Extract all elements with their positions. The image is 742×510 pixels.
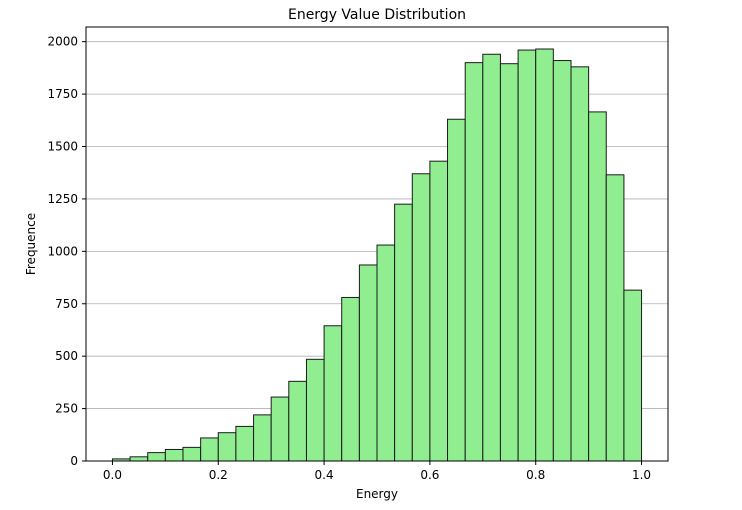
histogram-bar-21	[482, 53, 501, 462]
histogram-bar-23	[517, 49, 537, 462]
y-tick-label-2: 500	[55, 349, 78, 363]
histogram-bar-27	[588, 111, 607, 462]
histogram-bar-6	[217, 432, 237, 462]
histogram-bar-20	[464, 62, 484, 462]
y-tick-label-5: 1250	[47, 192, 78, 206]
histogram-bar-13	[341, 296, 360, 462]
histogram-bar-1	[129, 456, 149, 462]
histogram-bar-19	[447, 118, 466, 462]
histogram-bar-16	[394, 203, 413, 462]
histogram-bar-4	[182, 446, 202, 462]
y-tick-label-6: 1500	[47, 140, 78, 154]
histogram-bar-29	[623, 289, 643, 462]
y-axis-label: Frequence	[24, 213, 38, 275]
x-tick-label-5: 1.0	[632, 468, 651, 482]
histogram-bar-7	[235, 425, 255, 462]
histogram-bar-2	[147, 452, 166, 462]
histogram-bar-12	[323, 325, 343, 462]
x-tick-label-0: 0.0	[103, 468, 122, 482]
x-tick-label-2: 0.4	[315, 468, 334, 482]
histogram-bar-15	[376, 244, 396, 462]
x-axis-label: Energy	[356, 487, 398, 501]
y-tick-label-3: 750	[55, 297, 78, 311]
histogram-bar-17	[411, 173, 431, 462]
histogram-bar-9	[270, 396, 290, 462]
y-tick-label-1: 250	[55, 402, 78, 416]
y-tick-label-8: 2000	[47, 35, 78, 49]
histogram-bar-26	[570, 66, 590, 462]
histogram-bar-25	[552, 60, 572, 462]
x-tick-label-3: 0.6	[420, 468, 439, 482]
y-tick-label-4: 1000	[47, 244, 78, 258]
histogram-bar-22	[499, 63, 519, 462]
histogram-bars	[111, 48, 643, 462]
x-tick-label-4: 0.8	[526, 468, 545, 482]
histogram-bar-5	[200, 437, 219, 462]
histogram-bar-10	[288, 380, 307, 462]
x-tick-label-1: 0.2	[209, 468, 228, 482]
histogram-bar-14	[358, 264, 378, 462]
axis-ticks: 0.0 0.2 0.4 0.6 0.8 1.0 0 250 500 750 1000 1250 1500…	[47, 35, 651, 482]
histogram-bar-11	[305, 358, 325, 462]
histogram-bar-28	[605, 174, 625, 462]
histogram-bar-24	[535, 48, 554, 462]
chart-title: Energy Value Distribution	[288, 7, 466, 23]
y-tick-label-0: 0	[70, 454, 78, 468]
y-tick-label-7: 1750	[47, 87, 78, 101]
histogram-bar-3	[164, 448, 184, 462]
histogram-bar-18	[429, 160, 449, 462]
plot-frame	[85, 26, 669, 462]
histogram-bar-8	[253, 414, 272, 462]
